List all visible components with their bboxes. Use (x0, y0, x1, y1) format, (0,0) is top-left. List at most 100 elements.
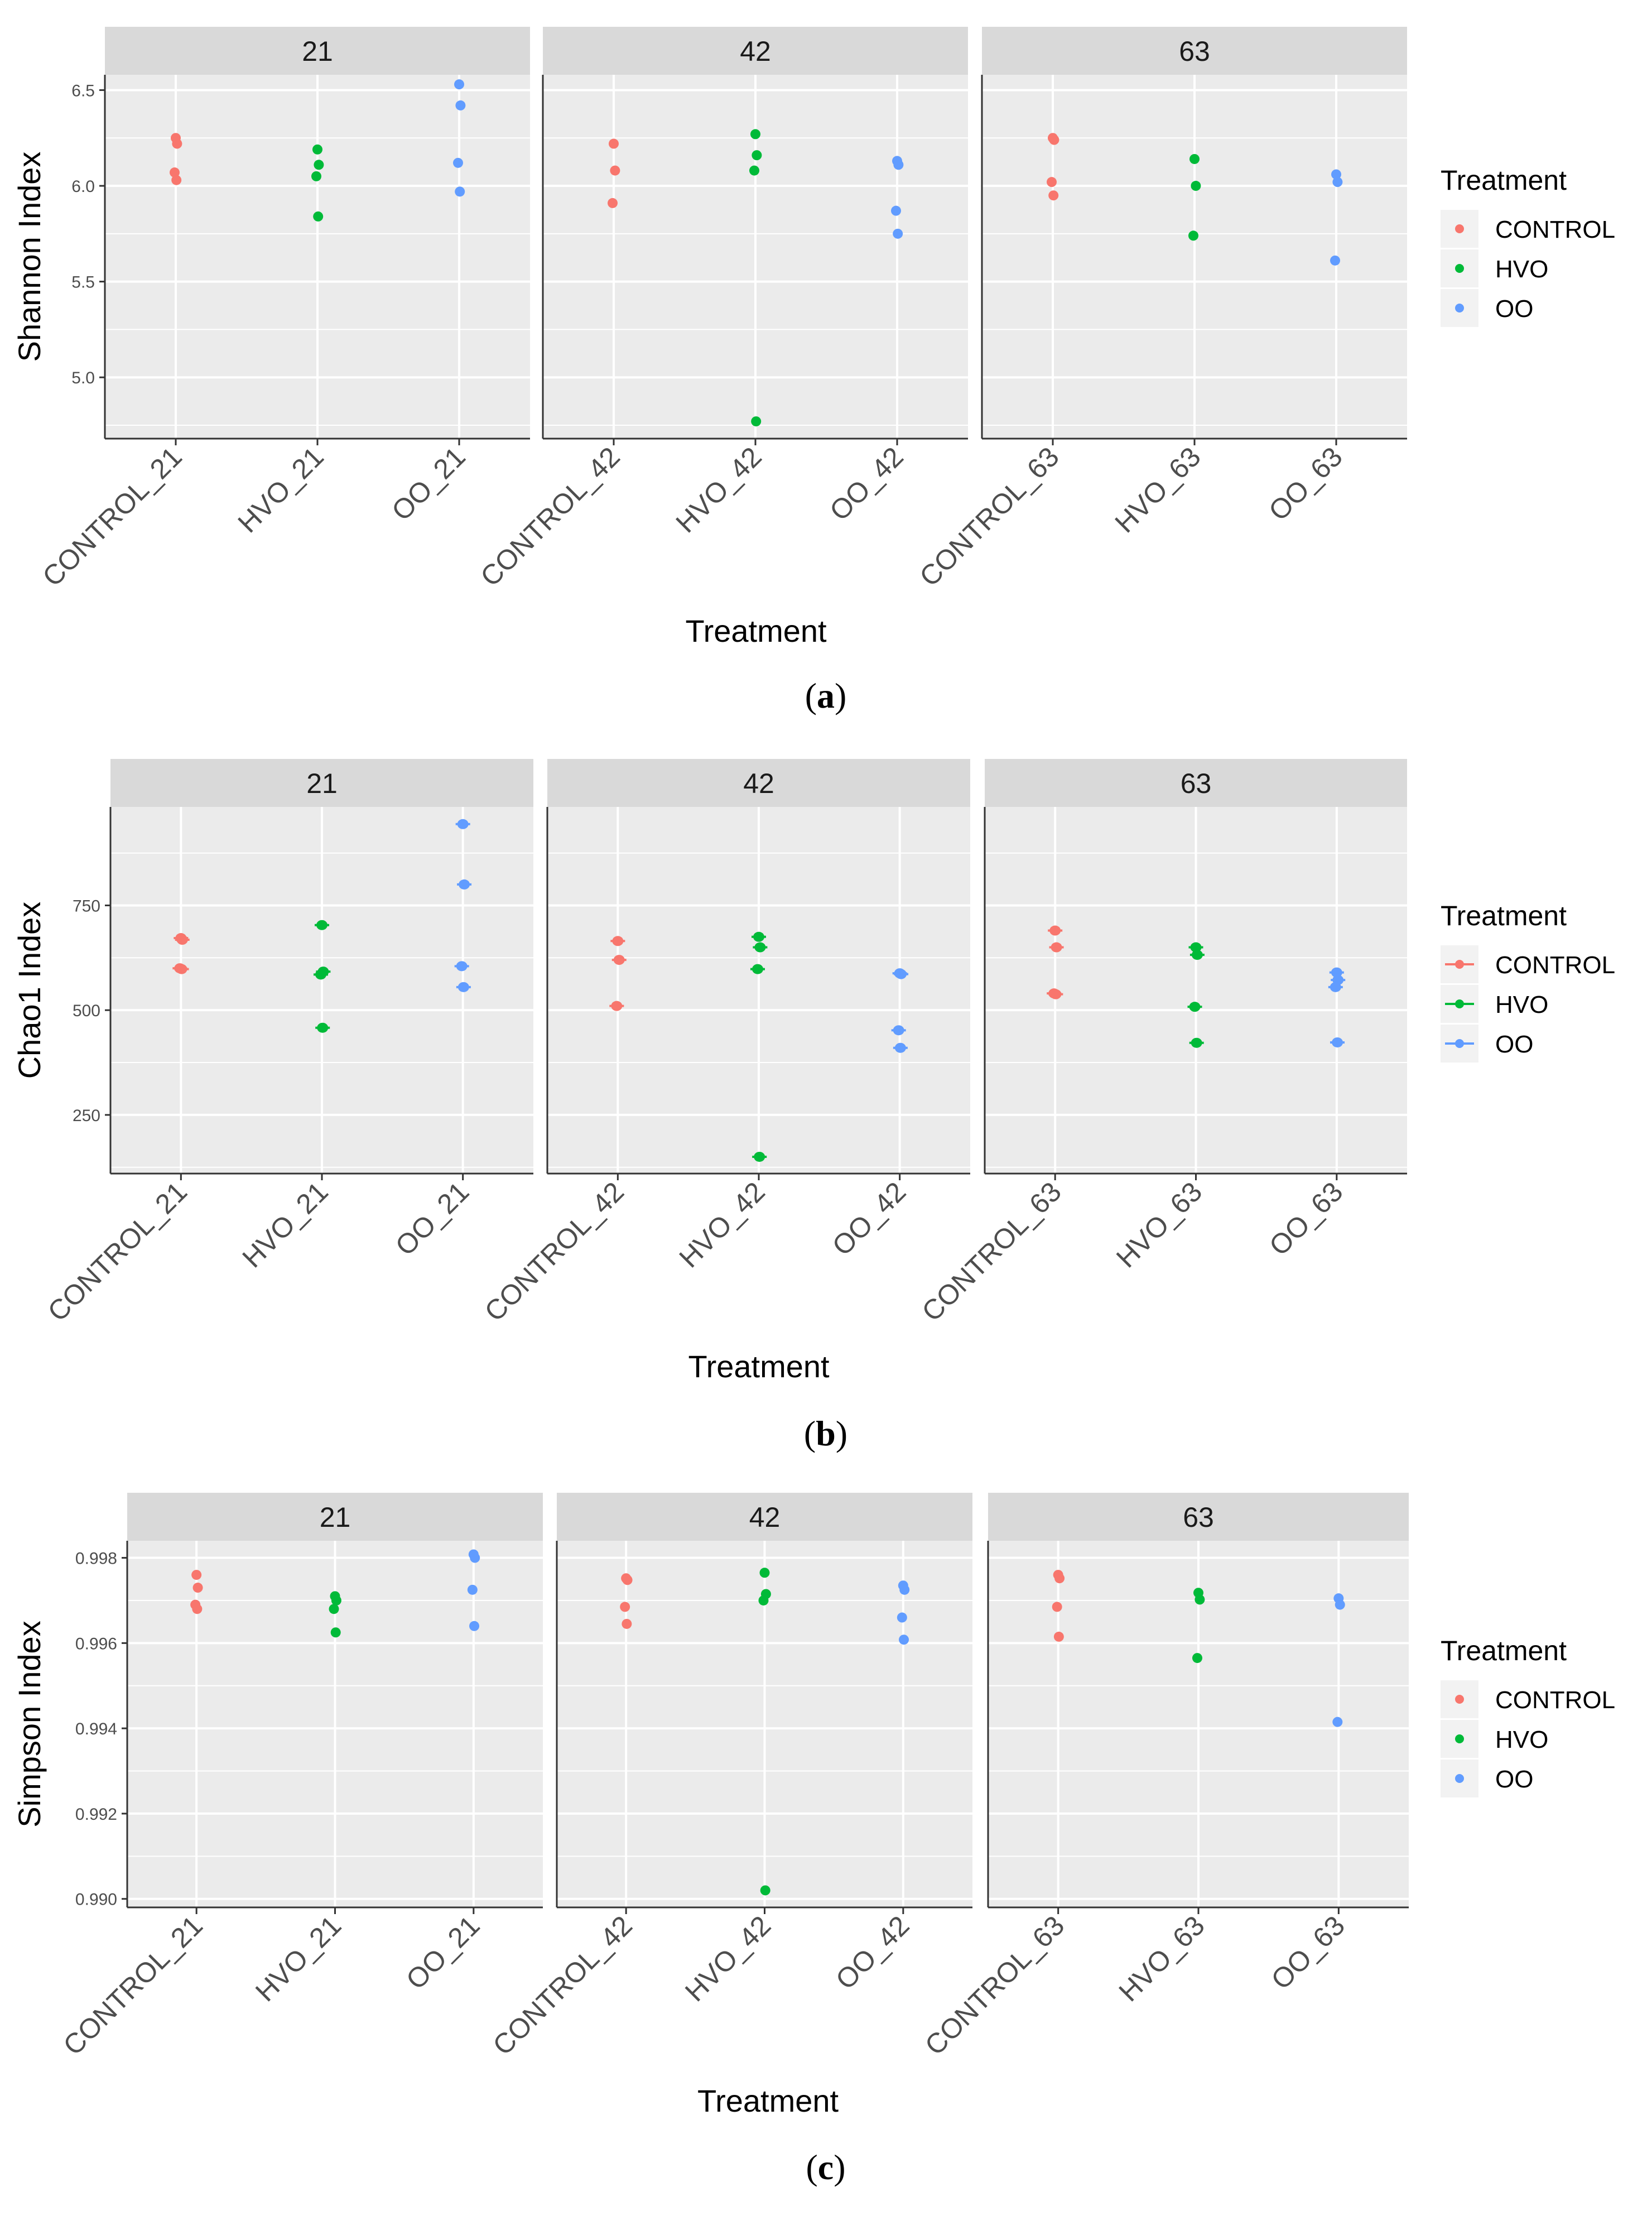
data-point (758, 1595, 769, 1605)
data-point (1192, 1653, 1202, 1664)
facet-strip (985, 759, 1407, 807)
data-point (899, 1635, 909, 1645)
facet-strip (543, 27, 968, 75)
x-axis-title: Treatment (685, 613, 827, 648)
data-point (1052, 1602, 1062, 1612)
data-point (893, 228, 903, 239)
legend-title: Treatment (1441, 165, 1567, 196)
data-point (1047, 177, 1057, 188)
y-tick-label: 0.998 (75, 1550, 117, 1568)
x-tick-label: HVO_42 (670, 441, 768, 539)
y-tick-label: 0.992 (75, 1805, 117, 1824)
facet-strip-label: 63 (1179, 36, 1210, 67)
y-axis-title: Chao1 Index (12, 902, 47, 1079)
y-tick-label: 5.0 (71, 369, 95, 387)
legend-entry-label: HVO (1495, 1726, 1548, 1753)
chart-a: 21 5.0 5.5 6.0 6.5 CONTROL_21 HVO_21 OO_21 42 CON… (12, 27, 1615, 715)
data-point (331, 1595, 341, 1605)
data-point (313, 211, 324, 222)
data-point (470, 1552, 480, 1563)
legend-key-point (1455, 960, 1464, 969)
legend-key-point (1455, 1734, 1464, 1743)
x-tick-label: CONTROL_42 (474, 441, 625, 592)
legend-entry-label: OO (1495, 1766, 1533, 1793)
legend-entry-label: OO (1495, 1031, 1533, 1058)
x-tick-label: CONTROL_42 (479, 1176, 630, 1327)
data-point (192, 1604, 203, 1614)
data-point (467, 1584, 478, 1595)
legend-entry-label: HVO (1495, 256, 1548, 283)
legend-entry-label: HVO (1495, 991, 1548, 1018)
facet-strip-label: 21 (302, 36, 333, 67)
legend: Treatment CONTROL HVO OO (1441, 900, 1615, 1063)
data-point (760, 1885, 770, 1896)
x-tick-label: OO_63 (1263, 1176, 1349, 1262)
y-tick-label: 750 (73, 897, 100, 915)
legend-key-point (1455, 999, 1464, 1008)
data-point (469, 1621, 480, 1631)
data-point (171, 175, 182, 185)
y-tick-label: 5.5 (71, 273, 95, 292)
legend-key-point (1455, 224, 1464, 233)
data-point (751, 416, 762, 427)
facet-strip (105, 27, 530, 75)
chart-b: 21 250 500 750 CONTROL_21 HVO_21 OO_21 42 CONTRO… (12, 759, 1615, 1453)
data-point (1191, 181, 1201, 191)
y-tick-label: 0.996 (75, 1635, 117, 1653)
x-tick-label: OO_21 (389, 1176, 475, 1262)
data-point (312, 144, 322, 155)
facet-42: 42 CONTROL_42 HVO_42 OO_42 (474, 27, 968, 593)
x-tick-label: OO_21 (400, 1910, 486, 1996)
x-tick-label: OO_21 (386, 441, 471, 527)
data-point (454, 79, 464, 90)
chart-c: 21 0.990 0.992 0.994 0.996 0.998 CONTROL_21 HVO… (12, 1493, 1615, 2187)
data-point (1332, 1717, 1343, 1727)
panel-caption: (a) (805, 676, 847, 715)
facet-strip-label: 42 (743, 768, 774, 799)
x-tick-label: CONTROL_21 (36, 441, 187, 592)
legend-entry-label: CONTROL (1495, 1686, 1615, 1714)
x-axis-title: Treatment (697, 2083, 839, 2118)
data-point (752, 150, 762, 161)
y-tick-label: 0.994 (75, 1720, 117, 1738)
x-tick-label: OO_42 (830, 1910, 916, 1996)
data-point (192, 1583, 203, 1593)
x-tick-label: CONTROL_21 (57, 1910, 208, 2061)
y-axis-title: Simpson Index (12, 1621, 47, 1827)
y-tick-label: 6.5 (71, 81, 95, 100)
x-tick-label: HVO_63 (1110, 1176, 1208, 1273)
data-point (1054, 1573, 1065, 1584)
data-point (311, 171, 321, 181)
x-tick-label: HVO_63 (1113, 1910, 1211, 2007)
y-tick-label: 250 (73, 1107, 100, 1125)
y-tick-label: 6.0 (71, 177, 95, 196)
facet-42: 42 CONTROL_42 HVO_42 OO_42 (487, 1493, 972, 2061)
data-point (620, 1602, 630, 1612)
data-point (899, 1584, 910, 1595)
data-point (1048, 190, 1059, 201)
panel-caption: (c) (806, 2147, 845, 2187)
x-tick-label: OO_63 (1265, 1910, 1351, 1996)
legend-entry-label: CONTROL (1495, 951, 1615, 979)
data-point (1195, 1594, 1205, 1605)
data-point (622, 1575, 633, 1585)
legend: Treatment CONTROL HVO OO (1441, 165, 1615, 327)
x-tick-label: OO_42 (826, 1176, 912, 1262)
facet-strip-label: 63 (1183, 1502, 1214, 1533)
y-axis-title: Shannon Index (12, 152, 47, 362)
data-point (749, 165, 759, 176)
facet-strip-label: 42 (740, 36, 771, 67)
panel-caption: (b) (804, 1414, 847, 1453)
data-point (1331, 169, 1341, 180)
x-tick-label: CONTROL_42 (487, 1910, 638, 2061)
legend-entry-label: OO (1495, 295, 1533, 323)
legend-title: Treatment (1441, 1635, 1567, 1666)
legend-key-point (1455, 304, 1464, 313)
x-axis-title: Treatment (688, 1349, 830, 1384)
x-tick-label: HVO_63 (1109, 441, 1207, 539)
x-tick-label: HVO_21 (232, 441, 330, 539)
data-point (330, 1627, 341, 1638)
data-point (750, 129, 760, 140)
data-point (622, 1618, 632, 1629)
